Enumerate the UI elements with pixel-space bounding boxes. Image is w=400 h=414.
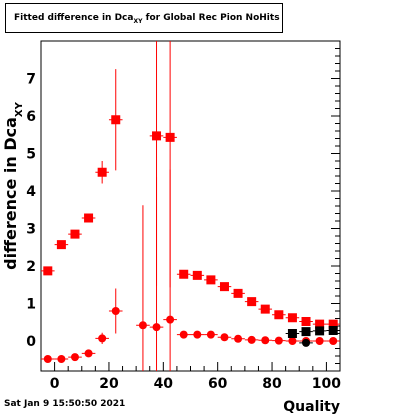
y-tick-label: 1 bbox=[26, 297, 36, 313]
title-main: Fitted difference in Dca bbox=[14, 13, 134, 23]
data-point-circle bbox=[138, 321, 147, 330]
y-axis-label: difference in DcaXY bbox=[1, 101, 25, 270]
title-box: Fitted difference in DcaXY for Global Re… bbox=[5, 3, 283, 33]
data-point-square bbox=[301, 327, 311, 337]
data-point-square bbox=[56, 240, 66, 250]
y-tick-label: 6 bbox=[26, 109, 36, 125]
data-point-square bbox=[43, 266, 53, 276]
data-point-square bbox=[287, 313, 297, 323]
data-point-square bbox=[70, 229, 80, 239]
data-point-square bbox=[301, 317, 311, 326]
data-point-square bbox=[84, 213, 94, 223]
data-point-circle bbox=[220, 333, 229, 342]
title-subscript: XY bbox=[133, 17, 143, 25]
data-point-circle bbox=[329, 337, 338, 345]
data-point-circle bbox=[288, 337, 297, 345]
title-rest: for Global Rec Pion NoHits bbox=[142, 13, 280, 23]
data-point-circle bbox=[234, 334, 243, 343]
data-point-square bbox=[179, 269, 189, 279]
data-point-square bbox=[219, 282, 229, 292]
data-point-square bbox=[260, 304, 270, 314]
data-point-square bbox=[97, 167, 107, 177]
data-point-square bbox=[165, 132, 175, 142]
x-tick-label: 80 bbox=[262, 376, 282, 392]
data-point-circle bbox=[315, 337, 324, 345]
data-point-circle bbox=[111, 307, 120, 315]
data-point-circle bbox=[98, 334, 107, 343]
data-point-square bbox=[192, 270, 202, 280]
data-point-square bbox=[247, 297, 257, 307]
data-point-square bbox=[315, 326, 325, 336]
data-point-square bbox=[206, 275, 216, 285]
x-tick-label: 0 bbox=[50, 376, 60, 392]
data-point-square bbox=[152, 131, 162, 141]
data-point-circle bbox=[247, 335, 256, 344]
data-point-square bbox=[111, 115, 121, 125]
footer-date: Sat Jan 9 15:50:50 2021 bbox=[4, 399, 126, 409]
data-marks bbox=[41, 41, 340, 371]
y-tick-label: 4 bbox=[26, 184, 36, 200]
data-point-circle bbox=[274, 336, 283, 345]
x-tick-label: 20 bbox=[99, 376, 119, 392]
x-tick-label: 40 bbox=[154, 376, 174, 392]
data-point-circle bbox=[152, 323, 161, 332]
chart-title: Fitted difference in DcaXY for Global Re… bbox=[14, 13, 280, 25]
data-point-circle bbox=[193, 330, 202, 339]
data-point-circle bbox=[84, 349, 93, 358]
y-tick-label: 5 bbox=[26, 147, 36, 163]
data-point-circle bbox=[179, 330, 188, 339]
y-tick-label: 2 bbox=[26, 259, 36, 275]
axis-ticks: 0 20 40 60 80 100 0 1 2 3 4 5 6 7 bbox=[26, 40, 341, 392]
y-tick-label: 0 bbox=[26, 334, 36, 350]
y-tick-label: 3 bbox=[26, 222, 36, 238]
x-tick-label: 100 bbox=[312, 376, 341, 392]
data-point-square bbox=[328, 319, 338, 329]
data-point-circle bbox=[302, 338, 311, 347]
data-point-square bbox=[274, 310, 284, 320]
data-point-square bbox=[287, 329, 297, 338]
data-point-circle bbox=[166, 315, 175, 324]
data-point-circle bbox=[43, 355, 52, 363]
x-axis-label: Quality bbox=[283, 399, 340, 414]
y-tick-label: 7 bbox=[26, 72, 36, 88]
data-point-square bbox=[328, 326, 338, 335]
data-point-square bbox=[233, 288, 243, 298]
x-tick-label: 60 bbox=[208, 376, 228, 392]
data-point-circle bbox=[57, 355, 66, 363]
data-point-square bbox=[315, 319, 325, 329]
data-point-circle bbox=[70, 353, 79, 362]
data-point-circle bbox=[261, 336, 270, 345]
data-point-circle bbox=[206, 330, 215, 339]
